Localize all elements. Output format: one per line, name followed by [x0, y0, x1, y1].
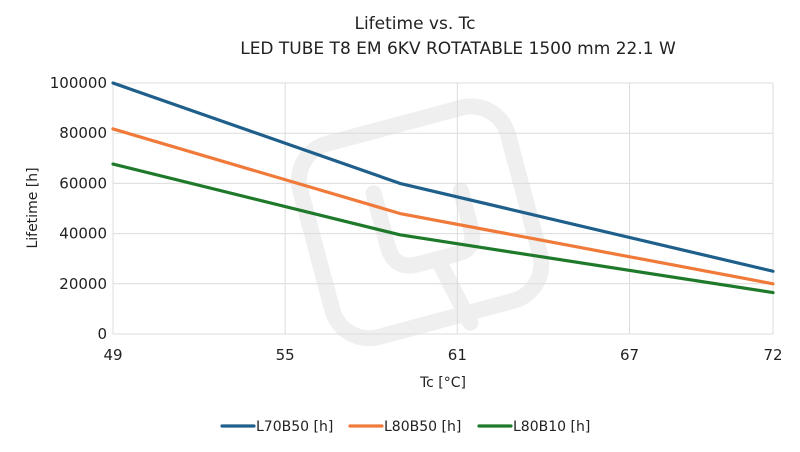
y-tick-label: 0: [97, 325, 107, 343]
chart-title: Lifetime vs. Tc: [354, 14, 475, 34]
axis-ticks: 0 20000 40000 60000 80000 100000 49 55 61 67 72: [50, 74, 783, 364]
legend: L70B50 [h] L80B50 [h] L80B10 [h]: [220, 419, 590, 435]
y-tick-label: 100000: [50, 74, 107, 92]
y-tick-label: 80000: [59, 124, 107, 142]
legend-label: L70B50 [h]: [256, 419, 333, 435]
x-tick-label: 61: [448, 346, 467, 364]
y-axis-label: Lifetime [h]: [25, 167, 41, 248]
chart-subtitle: LED TUBE T8 EM 6KV ROTATABLE 1500 mm 22.…: [240, 39, 676, 59]
x-tick-label: 72: [763, 346, 782, 364]
x-tick-label: 49: [103, 346, 122, 364]
watermark-logo-icon: [290, 98, 550, 347]
grid: [112, 82, 774, 335]
y-tick-label: 60000: [59, 174, 107, 192]
x-tick-label: 67: [620, 346, 639, 364]
series-lines: [111, 81, 775, 295]
legend-label: L80B50 [h]: [384, 419, 461, 435]
x-axis-label: Tc [°C]: [419, 375, 466, 391]
y-tick-label: 20000: [59, 275, 107, 293]
x-tick-label: 55: [276, 346, 295, 364]
y-tick-label: 40000: [59, 225, 107, 243]
legend-label: L80B10 [h]: [513, 419, 590, 435]
